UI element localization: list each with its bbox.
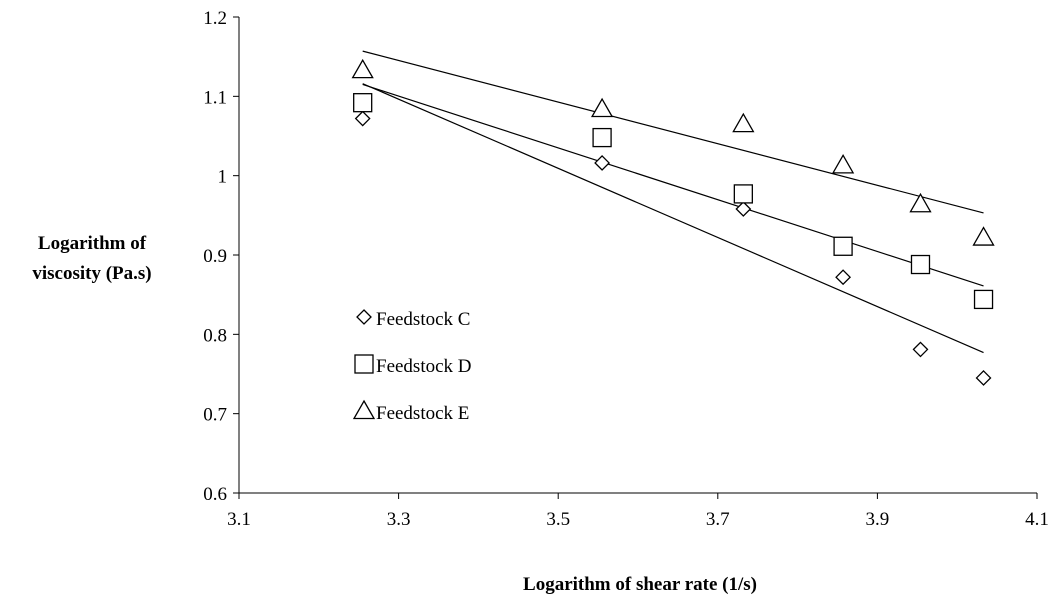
legend-label: Feedstock C [376,309,470,330]
data-point-square [353,93,373,113]
data-point-square [733,184,753,204]
legend-marker-triangle [352,399,376,420]
y-tick-label: 0.8 [203,325,227,346]
x-tick-label: 4.1 [1025,509,1049,530]
data-point-triangle [972,226,995,246]
trendline-triangle [362,50,984,214]
data-point-triangle [351,58,374,79]
data-point-square [910,254,931,275]
data-point-triangle [909,192,932,213]
data-point-triangle [590,97,614,118]
x-axis-title: Logarithm of shear rate (1/s) [523,574,757,595]
y-axis-title-line-2: viscosity (Pa.s) [32,263,151,284]
data-point-triangle [732,112,755,133]
y-axis-ticks: 0.6 0.7 0.8 0.9 1 1.1 1.2 [203,8,239,505]
data-point-triangle [831,154,855,174]
legend-label: Feedstock E [376,403,469,424]
data-point-diamond [354,110,371,127]
data-point-diamond [975,370,992,386]
x-tick-label: 3.9 [866,509,890,530]
trendlines [362,50,984,354]
data-point-diamond [912,341,929,358]
y-tick-label: 1.2 [203,8,227,29]
trendline-square [362,83,984,287]
data-points [351,58,995,386]
data-point-diamond [735,201,752,217]
x-tick-label: 3.5 [546,509,570,530]
y-tick-label: 0.9 [203,246,227,267]
y-tick-label: 1.1 [203,87,227,108]
x-axis-ticks: 3.1 3.3 3.5 3.7 3.9 4.1 [227,493,1049,530]
y-tick-label: 0.7 [203,405,227,426]
x-tick-label: 3.1 [227,509,251,530]
x-tick-label: 3.3 [387,509,411,530]
data-point-square [592,127,612,148]
legend: Feedstock C Feedstock D Feedstock E [352,309,472,424]
legend-marker-square [354,354,374,374]
data-point-square [833,236,853,256]
legend-label: Feedstock D [376,356,472,377]
y-tick-label: 0.6 [203,484,227,505]
data-point-diamond [594,155,611,171]
x-tick-label: 3.7 [706,509,730,530]
data-point-square [973,289,994,310]
data-point-diamond [835,269,852,286]
y-tick-label: 1 [218,167,228,188]
legend-marker-diamond [356,309,372,325]
y-axis-title-line-1: Logarithm of [38,233,147,254]
trendline-diamond [362,83,984,354]
